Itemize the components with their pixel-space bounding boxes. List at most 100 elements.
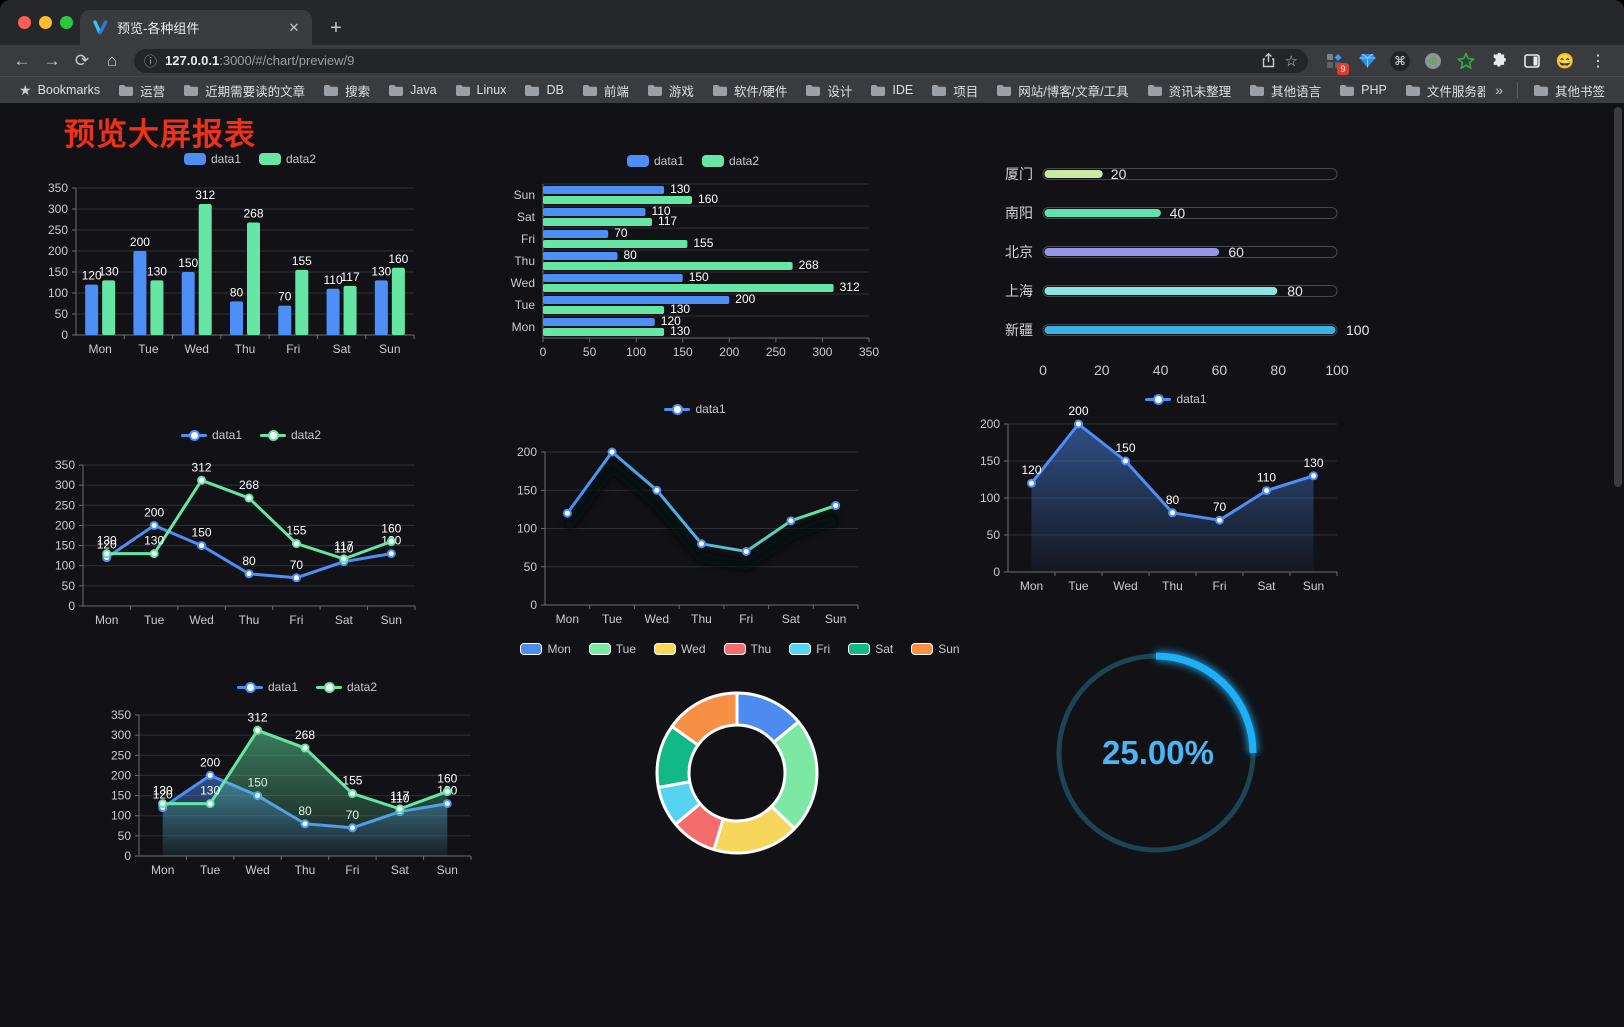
dual-area-line-chart: data1 data2 0 50 100 150 200 250 300 350 Mon Tue Wed… xyxy=(98,670,516,886)
legend-item-data2[interactable]: data2 xyxy=(259,152,316,166)
bookmarks-overflow-chevron[interactable]: » xyxy=(1495,82,1503,98)
bookmark-folder-item[interactable]: 游戏 xyxy=(640,79,701,102)
back-icon[interactable]: ← xyxy=(13,50,31,70)
bookmark-folder-label: Linux xyxy=(476,83,507,97)
gem-extension-icon[interactable] xyxy=(1357,51,1377,71)
bookmarks-manager-item[interactable]: ★ Bookmarks xyxy=(12,80,107,101)
folder-icon xyxy=(1147,84,1162,96)
bookmark-folder-item[interactable]: 资讯未整理 xyxy=(1140,79,1239,102)
legend-item-data1[interactable]: data1 xyxy=(664,402,726,416)
command-extension-icon[interactable]: ⌘ xyxy=(1390,50,1410,71)
legend-item-data2[interactable]: data2 xyxy=(316,680,377,694)
share-icon[interactable] xyxy=(1262,53,1275,68)
bookmark-folder-item[interactable]: 运营 xyxy=(111,79,172,102)
svg-text:130: 130 xyxy=(670,324,690,338)
extensions-puzzle-icon[interactable] xyxy=(1489,51,1509,71)
bookmark-folder-item[interactable]: 其他语言 xyxy=(1242,79,1328,102)
legend-item-Tue[interactable]: Tue xyxy=(588,642,636,656)
tab-switcher-extension-icon[interactable]: 9 xyxy=(1324,51,1349,75)
svg-text:268: 268 xyxy=(799,258,819,272)
svg-text:Tue: Tue xyxy=(602,612,623,626)
legend-item-data2[interactable]: data2 xyxy=(260,428,321,442)
bookmark-folder-label: DB xyxy=(546,83,564,97)
site-info-icon[interactable]: ⓘ xyxy=(144,54,158,69)
bookmark-folder-item[interactable]: 项目 xyxy=(924,79,985,102)
bookmark-star-icon[interactable]: ☆ xyxy=(1284,52,1298,70)
tab-close-icon[interactable]: ✕ xyxy=(288,19,300,35)
bookmark-folder-item[interactable]: 软件/硬件 xyxy=(705,79,794,102)
svg-text:350: 350 xyxy=(55,458,75,472)
svg-text:Wed: Wed xyxy=(645,612,669,626)
reload-icon[interactable]: ⟳ xyxy=(74,50,90,70)
bookmark-folder-item[interactable]: 前端 xyxy=(575,79,636,102)
tab-title: 预览-各种组件 xyxy=(117,21,200,36)
legend-item-Wed[interactable]: Wed xyxy=(654,642,706,656)
svg-text:160: 160 xyxy=(381,522,401,536)
home-icon[interactable]: ⌂ xyxy=(106,50,118,70)
svg-text:Tue: Tue xyxy=(515,298,536,312)
zoom-window-button[interactable] xyxy=(60,16,73,29)
legend-swatch xyxy=(848,643,871,655)
browser-tab[interactable]: 预览-各种组件 ✕ xyxy=(80,10,312,45)
svg-text:110: 110 xyxy=(324,273,343,287)
svg-text:200: 200 xyxy=(200,755,220,769)
green-star-extension-icon[interactable] xyxy=(1456,51,1476,71)
svg-text:Sun: Sun xyxy=(381,613,402,627)
legend-swatch xyxy=(316,681,342,693)
donut-chart: Mon Tue Wed Thu Fri Sat Sun xyxy=(520,636,960,896)
bookmark-folder-item[interactable]: IDE xyxy=(863,81,920,99)
close-window-button[interactable] xyxy=(18,16,31,29)
legend-item-data1[interactable]: data1 xyxy=(1145,392,1207,406)
bookmark-folder-item[interactable]: 网站/博客/文章/工具 xyxy=(989,79,1135,102)
legend-item-Sat[interactable]: Sat xyxy=(848,642,893,656)
browser-menu-icon[interactable]: ⋮ xyxy=(1590,52,1606,70)
other-bookmarks-folder[interactable]: 其他书签 xyxy=(1526,79,1612,102)
bookmark-folder-item[interactable]: 设计 xyxy=(798,79,859,102)
legend-item-data1[interactable]: data1 xyxy=(180,428,242,442)
legend-item-Fri[interactable]: Fri xyxy=(789,642,830,656)
legend-item-data1[interactable]: data1 xyxy=(626,154,684,168)
bookmarks-divider xyxy=(1516,82,1518,98)
folder-icon xyxy=(1250,84,1265,96)
svg-text:Sat: Sat xyxy=(391,863,410,877)
svg-text:Thu: Thu xyxy=(1162,579,1183,593)
bookmarks-label: Bookmarks xyxy=(37,83,101,97)
bookmark-folder-item[interactable]: PHP xyxy=(1332,81,1394,99)
svg-text:150: 150 xyxy=(48,265,68,279)
address-bar[interactable]: ⓘ 127.0.0.1:3000/#/chart/preview/9 ☆ xyxy=(134,48,1308,73)
legend-item-Mon[interactable]: Mon xyxy=(520,642,571,656)
svg-text:130: 130 xyxy=(144,534,164,548)
legend-item-data2[interactable]: data2 xyxy=(702,154,759,168)
traffic-lights xyxy=(18,16,73,29)
legend-item-data1[interactable]: data1 xyxy=(236,680,298,694)
svg-text:160: 160 xyxy=(437,772,457,786)
svg-text:Wed: Wed xyxy=(1113,579,1137,593)
forward-icon[interactable]: → xyxy=(43,50,61,70)
recorder-extension-icon[interactable] xyxy=(1423,51,1443,71)
folder-icon xyxy=(1340,84,1355,96)
svg-text:Wed: Wed xyxy=(189,613,213,627)
legend-item-data1[interactable]: data1 xyxy=(183,152,241,166)
svg-text:200: 200 xyxy=(980,417,1000,431)
svg-text:160: 160 xyxy=(388,252,408,266)
bookmark-folder-item[interactable]: Linux xyxy=(448,81,514,99)
minimize-window-button[interactable] xyxy=(39,16,52,29)
bookmark-folder-item[interactable]: 文件服务器 xyxy=(1398,79,1485,102)
legend-item-Thu[interactable]: Thu xyxy=(723,642,771,656)
svg-text:Sat: Sat xyxy=(335,613,354,627)
bookmark-folder-item[interactable]: 搜索 xyxy=(316,79,377,102)
sidebar-toggle-icon[interactable] xyxy=(1522,51,1542,71)
other-bookmarks-label: 其他书签 xyxy=(1554,84,1605,99)
page-scrollbar[interactable] xyxy=(1614,107,1622,487)
svg-text:南阳: 南阳 xyxy=(1005,205,1033,221)
profile-avatar[interactable]: 😄 xyxy=(1555,51,1575,71)
bookmark-folder-item[interactable]: 近期需要读的文章 xyxy=(176,79,312,102)
bookmark-folder-item[interactable]: DB xyxy=(517,81,570,99)
bookmark-folder-item[interactable]: Java xyxy=(381,81,443,99)
new-tab-button[interactable]: + xyxy=(330,16,342,39)
legend-item-Sun[interactable]: Sun xyxy=(911,642,960,656)
legend-label: data1 xyxy=(210,152,241,166)
folder-icon xyxy=(997,84,1012,96)
svg-text:130: 130 xyxy=(1303,456,1323,470)
legend-swatch xyxy=(236,681,263,693)
